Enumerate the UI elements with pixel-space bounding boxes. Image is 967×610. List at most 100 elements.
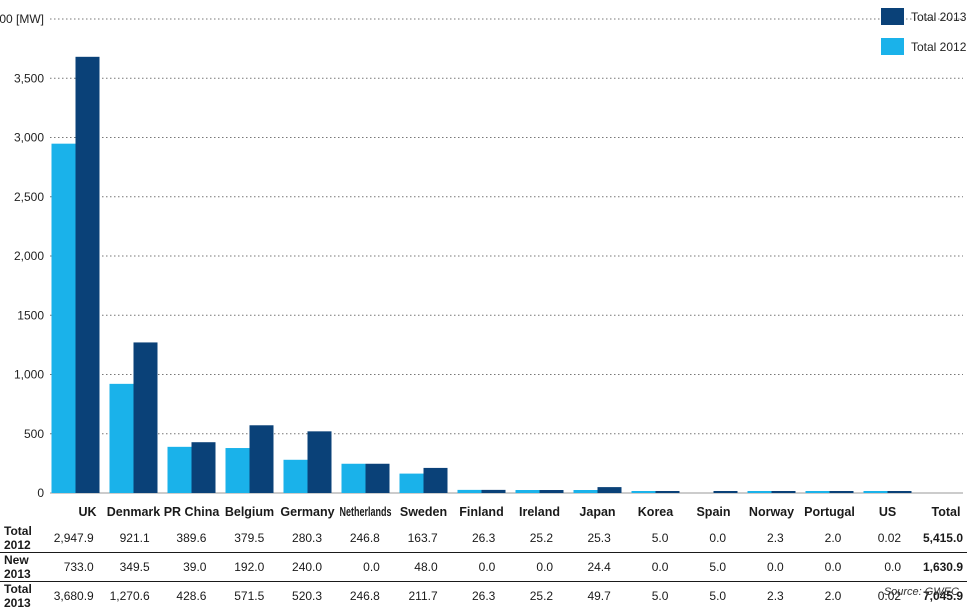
table-cell: 379.5 [216, 524, 274, 553]
total-column-header: Total [932, 505, 961, 519]
row-label: Total 2012 [0, 524, 50, 553]
y-tick-label: 0 [37, 486, 44, 500]
table-cell: 246.8 [332, 524, 390, 553]
table-cell: 5.0 [621, 582, 679, 610]
y-tick-label: 2,000 [14, 249, 44, 263]
category-label: Sweden [400, 505, 447, 519]
bar-2013-denmark [134, 342, 158, 493]
table-cell: 349.5 [104, 553, 160, 582]
table-cell: 389.6 [160, 524, 217, 553]
category-label: Spain [696, 505, 730, 519]
bar-2012-uk [52, 144, 76, 493]
table-cell: 26.3 [448, 524, 506, 553]
bar-2013-portugal [830, 491, 854, 493]
row-label: New 2013 [0, 553, 50, 582]
category-label: Japan [579, 505, 615, 519]
table-cell: 0.0 [332, 553, 390, 582]
table-cell: 192.0 [216, 553, 274, 582]
category-label: Ireland [519, 505, 560, 519]
table-cell: 921.1 [104, 524, 160, 553]
bar-2012-portugal [806, 491, 830, 493]
table-cell: 0.0 [794, 553, 852, 582]
table-cell: 163.7 [390, 524, 448, 553]
table-cell: 571.5 [216, 582, 274, 610]
table-cell: 240.0 [274, 553, 332, 582]
table-cell: 2.0 [794, 524, 852, 553]
legend-swatch [881, 38, 904, 55]
category-label: PR China [164, 505, 221, 519]
table-cell: 0.0 [736, 553, 794, 582]
y-tick-label: 2,500 [14, 190, 44, 204]
bar-2012-korea [632, 491, 656, 493]
table-cell: 5.0 [621, 524, 679, 553]
category-label: Belgium [225, 505, 274, 519]
table-cell: 733.0 [50, 553, 104, 582]
category-label: Portugal [804, 505, 855, 519]
y-tick-label: 1500 [17, 308, 44, 322]
table-cell: 1,270.6 [104, 582, 160, 610]
table-cell: 5.0 [678, 553, 736, 582]
source-note: Source: GWEC [884, 586, 959, 598]
bar-2012-us [864, 491, 888, 493]
y-tick-label: 3,500 [14, 71, 44, 85]
table-cell: 25.3 [563, 524, 621, 553]
bar-2013-us [888, 491, 912, 493]
category-label: Korea [638, 505, 674, 519]
table-cell: 2.0 [794, 582, 852, 610]
y-tick-label: 3,000 [14, 131, 44, 145]
bar-2012-norway [748, 491, 772, 493]
table-cell: 25.2 [505, 524, 563, 553]
legend-label: Total 2012 [911, 40, 967, 54]
bar-2012-denmark [110, 384, 134, 493]
table-cell: 39.0 [160, 553, 217, 582]
table-cell: 25.2 [505, 582, 563, 610]
bar-2013-spain [714, 491, 738, 493]
bar-2013-ireland [540, 490, 564, 493]
bar-2013-germany [308, 431, 332, 493]
table-cell: 48.0 [390, 553, 448, 582]
table-cell: 26.3 [448, 582, 506, 610]
category-label: Netherlands [340, 505, 392, 519]
y-tick-label: 500 [24, 427, 44, 441]
table-cell: 0.0 [851, 553, 911, 582]
table-cell: 0.0 [678, 524, 736, 553]
row-label: Total 2013 [0, 582, 50, 610]
category-label: Norway [749, 505, 794, 519]
bar-2012-germany [284, 460, 308, 493]
bar-2012-belgium [226, 448, 250, 493]
bar-2013-uk [76, 57, 100, 493]
bar-chart: 0 500 1,000 1500 2,000 2,500 3,000 3,500 4,000 [… [0, 0, 967, 524]
bar-2013-korea [656, 491, 680, 493]
bar-2012-pr-china [168, 447, 192, 493]
legend: Total 2013 Total 2012 [881, 8, 967, 55]
table-cell: 211.7 [390, 582, 448, 610]
table-cell: 0.0 [448, 553, 506, 582]
category-label: UK [78, 505, 96, 519]
y-tick-label: 1,000 [14, 368, 44, 382]
bar-2013-japan [598, 487, 622, 493]
bar-2013-norway [772, 491, 796, 493]
table-cell: 280.3 [274, 524, 332, 553]
table-cell: 2.3 [736, 582, 794, 610]
category-label: Finland [459, 505, 503, 519]
bar-2013-pr-china [192, 442, 216, 493]
table-cell: 0.0 [505, 553, 563, 582]
y-tick-label: 4,000 [MW] [0, 12, 44, 26]
bar-2013-netherlands [366, 464, 390, 493]
bar-2013-finland [482, 490, 506, 493]
table-cell: 24.4 [563, 553, 621, 582]
bar-2012-ireland [516, 490, 540, 493]
table-cell: 520.3 [274, 582, 332, 610]
table-cell: 49.7 [563, 582, 621, 610]
table-cell: 5.0 [678, 582, 736, 610]
category-label: Germany [280, 505, 334, 519]
legend-label: Total 2013 [911, 10, 967, 24]
row-total: 5,415.0 [911, 524, 967, 553]
bar-2012-netherlands [342, 464, 366, 493]
y-axis-ticks: 0 500 1,000 1500 2,000 2,500 3,000 3,500 4,000 [… [0, 12, 44, 500]
category-label: Denmark [107, 505, 161, 519]
table-cell: 2.3 [736, 524, 794, 553]
